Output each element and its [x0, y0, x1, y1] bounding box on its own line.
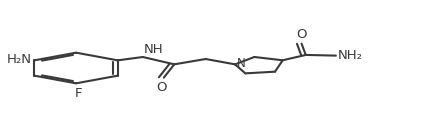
Text: N: N	[237, 57, 246, 70]
Text: NH: NH	[144, 43, 164, 56]
Text: O: O	[296, 28, 307, 41]
Text: H₂N: H₂N	[7, 53, 32, 66]
Text: NH₂: NH₂	[338, 49, 363, 62]
Text: F: F	[74, 87, 82, 100]
Text: O: O	[156, 81, 167, 94]
